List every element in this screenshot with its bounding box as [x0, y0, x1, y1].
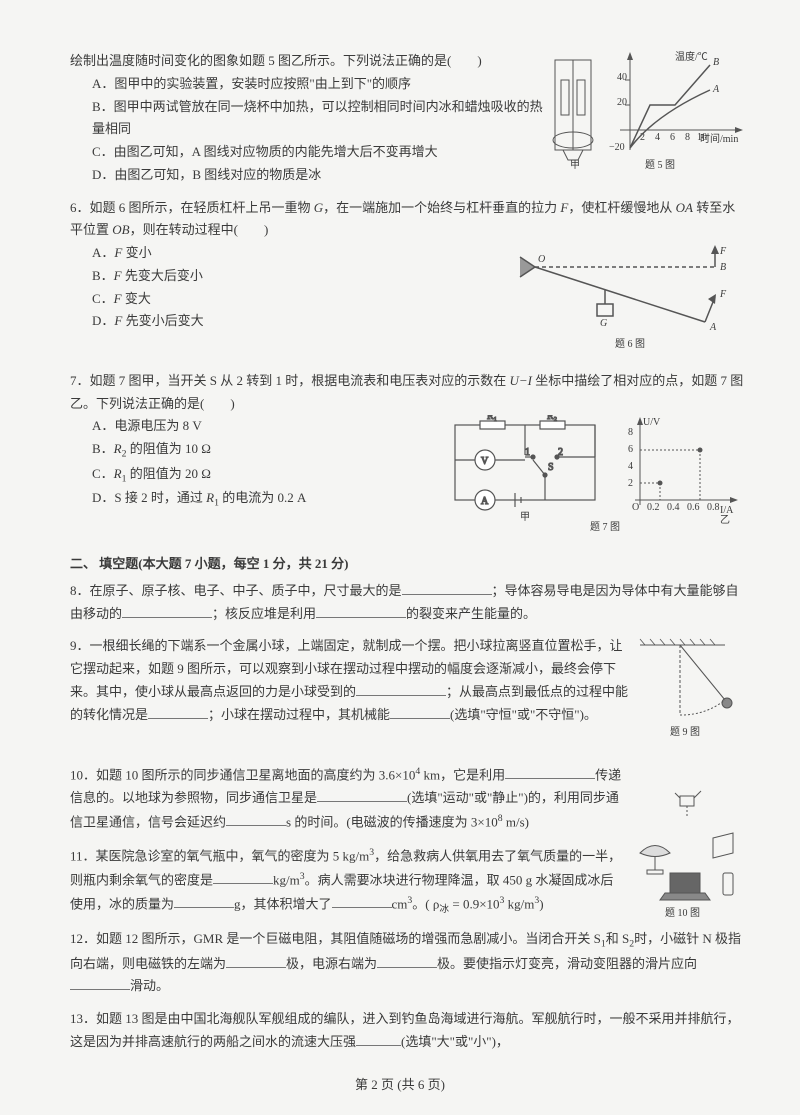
- svg-text:4: 4: [655, 132, 660, 143]
- svg-text:0.2: 0.2: [647, 502, 660, 513]
- svg-text:0.6: 0.6: [687, 502, 700, 513]
- q5-opt-b: B．图甲中两试管放在同一烧杯中加热，可以控制相同时间内冰和蜡烛吸收的热量相同: [70, 96, 545, 142]
- svg-text:4: 4: [628, 461, 633, 472]
- blank: [505, 766, 595, 779]
- svg-text:10: 10: [697, 132, 707, 143]
- blank: [317, 789, 407, 802]
- blank: [332, 895, 392, 908]
- question-11: 11．某医院急诊室的氧气瓶中，氧气的密度为 5 kg/m3，给急救病人供氧用去了…: [70, 844, 625, 918]
- blank: [377, 955, 437, 968]
- q7-opt-c: C．R1 的阻值为 20 Ω: [70, 463, 445, 488]
- svg-text:甲: 甲: [520, 512, 530, 523]
- q6-opt-d: D．F 先变小后变大: [70, 310, 515, 333]
- blank: [174, 895, 234, 908]
- question-9: 9．一根细长绳的下端系一个金属小球，上端固定，就制成一个摆。把小球拉离竖直位置松…: [70, 635, 745, 753]
- blank: [122, 605, 212, 618]
- svg-text:题 6 图: 题 6 图: [615, 338, 645, 350]
- q5-stem: 绘制出温度随时间变化的图象如题 5 图乙所示。下列说法正确的是( ): [70, 50, 545, 73]
- blank: [316, 605, 406, 618]
- svg-text:2: 2: [558, 447, 563, 458]
- q7-opt-a: A．电源电压为 8 V: [70, 415, 445, 438]
- svg-text:8: 8: [628, 427, 633, 438]
- q7-figure: R₁ R₂ V A: [445, 415, 745, 543]
- svg-text:题 9 图: 题 9 图: [670, 726, 700, 738]
- svg-text:F: F: [719, 246, 727, 257]
- svg-text:6: 6: [670, 132, 675, 143]
- q7-opt-b: B．R2 的阻值为 10 Ω: [70, 438, 445, 463]
- svg-text:A: A: [481, 496, 489, 507]
- q5-opt-a: A．图甲中的实验装置，安装时应按照"由上到下"的顺序: [70, 73, 545, 96]
- svg-text:S: S: [548, 462, 554, 473]
- svg-text:A: A: [709, 322, 717, 333]
- q6-opt-a: A．F 变小: [70, 242, 515, 265]
- svg-text:8: 8: [685, 132, 690, 143]
- svg-text:20: 20: [617, 97, 627, 108]
- blank: [390, 706, 450, 719]
- blank: [356, 683, 446, 696]
- svg-text:0.4: 0.4: [667, 502, 680, 513]
- question-8: 8．在原子、原子核、电子、中子、质子中，尺寸最大的是；导体容易导电是因为导体中有…: [70, 580, 745, 626]
- q5-figure: 甲 温度/℃ 时间/min 40 20 −20 2 4 6 8 10: [545, 50, 745, 178]
- svg-text:乙: 乙: [720, 514, 730, 526]
- svg-text:G: G: [600, 318, 607, 329]
- q5-opt-d: D．由图乙可知，B 图线对应的物质是冰: [70, 164, 545, 187]
- blank: [70, 977, 130, 990]
- q6-stem: 6．如题 6 图所示，在轻质杠杆上吊一重物 G，在一端施加一个始终与杠杆垂直的拉…: [70, 197, 745, 243]
- svg-text:0.8: 0.8: [707, 502, 720, 513]
- q10-figure: 题 10 图: [625, 763, 745, 926]
- blank: [213, 871, 273, 884]
- question-12: 12．如题 12 图所示，GMR 是一个巨磁电阻，其阻值随磁场的增强而急剧减小。…: [70, 928, 745, 998]
- svg-text:甲: 甲: [570, 160, 580, 170]
- q9-figure: 题 9 图: [635, 635, 745, 753]
- svg-text:R₁: R₁: [487, 415, 497, 422]
- q10-q11-block: 10．如题 10 图所示的同步通信卫星离地面的高度约为 3.6×104 km，它…: [70, 763, 745, 928]
- q6-figure: O B A F F G 题 6 图: [515, 242, 745, 360]
- blank: [226, 955, 286, 968]
- svg-text:O: O: [538, 254, 545, 265]
- blank: [148, 706, 208, 719]
- svg-text:R₂: R₂: [547, 415, 557, 422]
- blank: [402, 582, 492, 595]
- svg-text:O: O: [632, 502, 639, 513]
- svg-text:6: 6: [628, 444, 633, 455]
- section-2-title: 二、 填空题(本大题 7 小题，每空 1 分，共 21 分): [70, 553, 745, 576]
- svg-text:2: 2: [628, 478, 633, 489]
- svg-text:40: 40: [617, 72, 627, 83]
- svg-text:题 10 图: 题 10 图: [665, 907, 700, 918]
- question-13: 13．如题 13 图是由中国北海舰队军舰组成的编队，进入到钓鱼岛海域进行海航。军…: [70, 1008, 745, 1054]
- svg-text:1: 1: [525, 447, 530, 458]
- question-10: 10．如题 10 图所示的同步通信卫星离地面的高度约为 3.6×104 km，它…: [70, 763, 625, 834]
- question-5: 绘制出温度随时间变化的图象如题 5 图乙所示。下列说法正确的是( ) A．图甲中…: [70, 50, 745, 187]
- svg-text:A: A: [712, 84, 720, 95]
- q6-opt-b: B．F 先变大后变小: [70, 265, 515, 288]
- svg-text:U/V: U/V: [643, 417, 661, 428]
- svg-text:F: F: [719, 289, 727, 300]
- svg-text:温度/℃: 温度/℃: [675, 50, 708, 63]
- page-footer: 第 2 页 (共 6 页): [0, 1074, 800, 1097]
- question-7: 7．如题 7 图甲，当开关 S 从 2 转到 1 时，根据电流表和电压表对应的示…: [70, 370, 745, 543]
- svg-text:−20: −20: [609, 142, 625, 153]
- svg-text:题 7 图: 题 7 图: [590, 521, 620, 533]
- blank: [356, 1033, 401, 1046]
- blank: [226, 813, 286, 826]
- q5-opt-c: C．由图乙可知，A 图线对应物质的内能先增大后不变再增大: [70, 141, 545, 164]
- svg-text:B: B: [720, 262, 726, 273]
- question-6: 6．如题 6 图所示，在轻质杠杆上吊一重物 G，在一端施加一个始终与杠杆垂直的拉…: [70, 197, 745, 360]
- q7-opt-d: D．S 接 2 时，通过 R1 的电流为 0.2 A: [70, 487, 445, 512]
- svg-text:题 5 图: 题 5 图: [645, 159, 675, 170]
- q7-stem: 7．如题 7 图甲，当开关 S 从 2 转到 1 时，根据电流表和电压表对应的示…: [70, 370, 745, 416]
- svg-text:V: V: [481, 456, 489, 467]
- q6-opt-c: C．F 变大: [70, 288, 515, 311]
- svg-text:B: B: [713, 57, 719, 68]
